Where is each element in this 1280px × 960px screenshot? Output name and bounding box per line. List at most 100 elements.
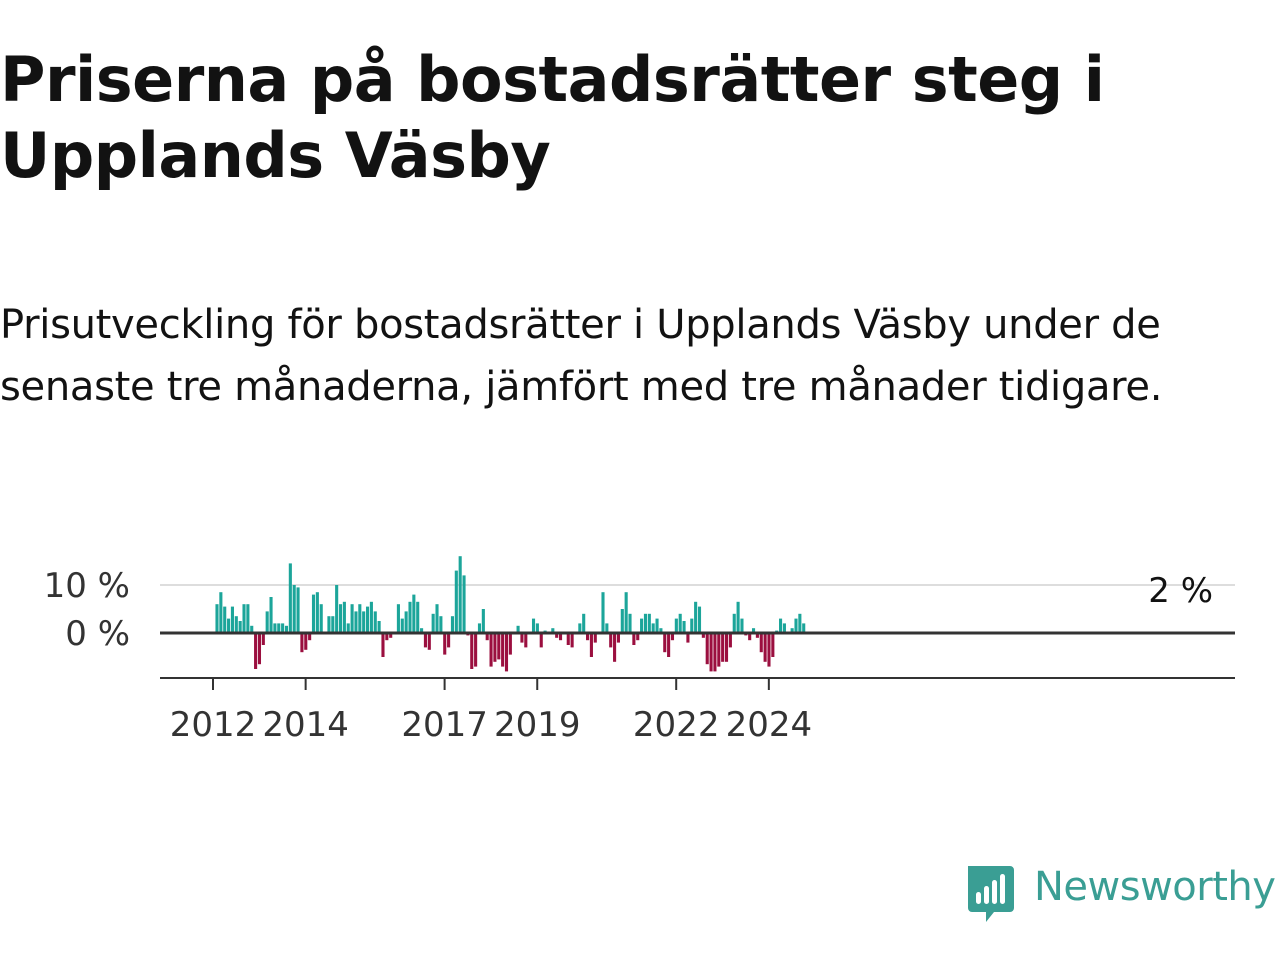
bar bbox=[632, 633, 636, 645]
bar bbox=[450, 616, 455, 633]
y-axis: 0 % 10 % bbox=[44, 566, 130, 654]
bar bbox=[655, 618, 659, 633]
bar bbox=[234, 616, 238, 633]
bar bbox=[705, 633, 709, 665]
bar bbox=[686, 633, 690, 643]
bar bbox=[489, 633, 493, 667]
last-value-label: 2 % bbox=[1148, 571, 1213, 611]
bar bbox=[350, 604, 354, 633]
bar bbox=[300, 633, 304, 653]
bar bbox=[732, 613, 736, 633]
bar bbox=[477, 623, 482, 633]
bar bbox=[362, 611, 366, 633]
bar bbox=[338, 604, 343, 633]
x-tick-label: 2012 bbox=[170, 705, 257, 745]
bar bbox=[265, 611, 269, 633]
bar bbox=[288, 563, 292, 633]
bar bbox=[613, 633, 617, 662]
bar bbox=[779, 618, 783, 633]
bar bbox=[690, 618, 694, 633]
bar bbox=[257, 633, 262, 665]
bar bbox=[624, 592, 628, 633]
bar bbox=[516, 625, 520, 633]
bar bbox=[342, 601, 346, 633]
bar bbox=[319, 604, 323, 633]
bar bbox=[670, 633, 675, 641]
bar bbox=[385, 633, 389, 641]
bar bbox=[227, 618, 231, 633]
bar bbox=[416, 601, 420, 633]
bar bbox=[354, 611, 358, 633]
bar bbox=[254, 633, 258, 669]
bar bbox=[782, 623, 786, 633]
bar bbox=[539, 633, 543, 648]
bar bbox=[728, 633, 732, 648]
bar bbox=[230, 606, 234, 633]
newsworthy-logo-icon bbox=[968, 866, 1014, 922]
x-tick-label: 2019 bbox=[494, 705, 581, 745]
bar bbox=[501, 633, 505, 667]
bar bbox=[481, 609, 485, 633]
bar bbox=[794, 618, 798, 633]
bar bbox=[315, 592, 319, 633]
bar bbox=[389, 633, 393, 638]
bar bbox=[269, 597, 273, 633]
bar bbox=[724, 633, 729, 662]
bar bbox=[586, 633, 590, 641]
bar bbox=[277, 623, 281, 633]
x-tick-label: 2017 bbox=[401, 705, 488, 745]
bar bbox=[697, 606, 702, 633]
bar bbox=[798, 613, 802, 633]
bar bbox=[238, 621, 242, 633]
bar bbox=[767, 633, 771, 667]
bar bbox=[373, 611, 377, 633]
bar bbox=[284, 625, 289, 633]
bar bbox=[335, 585, 339, 633]
bar bbox=[713, 633, 717, 672]
bar bbox=[396, 604, 400, 633]
bar bbox=[605, 623, 609, 633]
bar bbox=[759, 633, 763, 653]
bar bbox=[520, 633, 524, 643]
bar bbox=[628, 613, 632, 633]
bar bbox=[640, 618, 644, 633]
bar bbox=[215, 604, 219, 633]
bar bbox=[400, 618, 404, 633]
bar bbox=[659, 628, 663, 633]
bar bbox=[377, 621, 381, 633]
bar bbox=[485, 633, 489, 641]
bar bbox=[647, 613, 651, 633]
bar bbox=[423, 633, 427, 648]
bar bbox=[408, 601, 412, 633]
bar bbox=[493, 633, 497, 662]
bar bbox=[250, 625, 254, 633]
bar bbox=[381, 633, 385, 657]
bar bbox=[558, 633, 563, 641]
bar bbox=[578, 623, 582, 633]
bar bbox=[570, 633, 574, 648]
bar bbox=[663, 633, 667, 653]
bar bbox=[420, 628, 424, 633]
bar bbox=[751, 628, 756, 633]
bar bbox=[246, 604, 250, 633]
bar bbox=[551, 628, 555, 633]
bar bbox=[802, 623, 806, 633]
bar bbox=[261, 633, 265, 645]
bar bbox=[701, 633, 705, 638]
bar bbox=[790, 628, 794, 633]
bar bbox=[447, 633, 451, 648]
bar bbox=[304, 633, 308, 650]
bar bbox=[292, 585, 296, 633]
bar bbox=[427, 633, 431, 650]
bar bbox=[296, 587, 300, 633]
bar bbox=[674, 618, 678, 633]
bar bbox=[682, 621, 686, 633]
y-tick-label: 10 % bbox=[44, 566, 130, 606]
bar bbox=[223, 606, 227, 633]
bar bbox=[242, 604, 246, 633]
bar bbox=[755, 633, 759, 638]
bar bbox=[678, 613, 682, 633]
bar bbox=[709, 633, 713, 672]
bar bbox=[439, 616, 443, 633]
bar bbox=[508, 633, 512, 655]
